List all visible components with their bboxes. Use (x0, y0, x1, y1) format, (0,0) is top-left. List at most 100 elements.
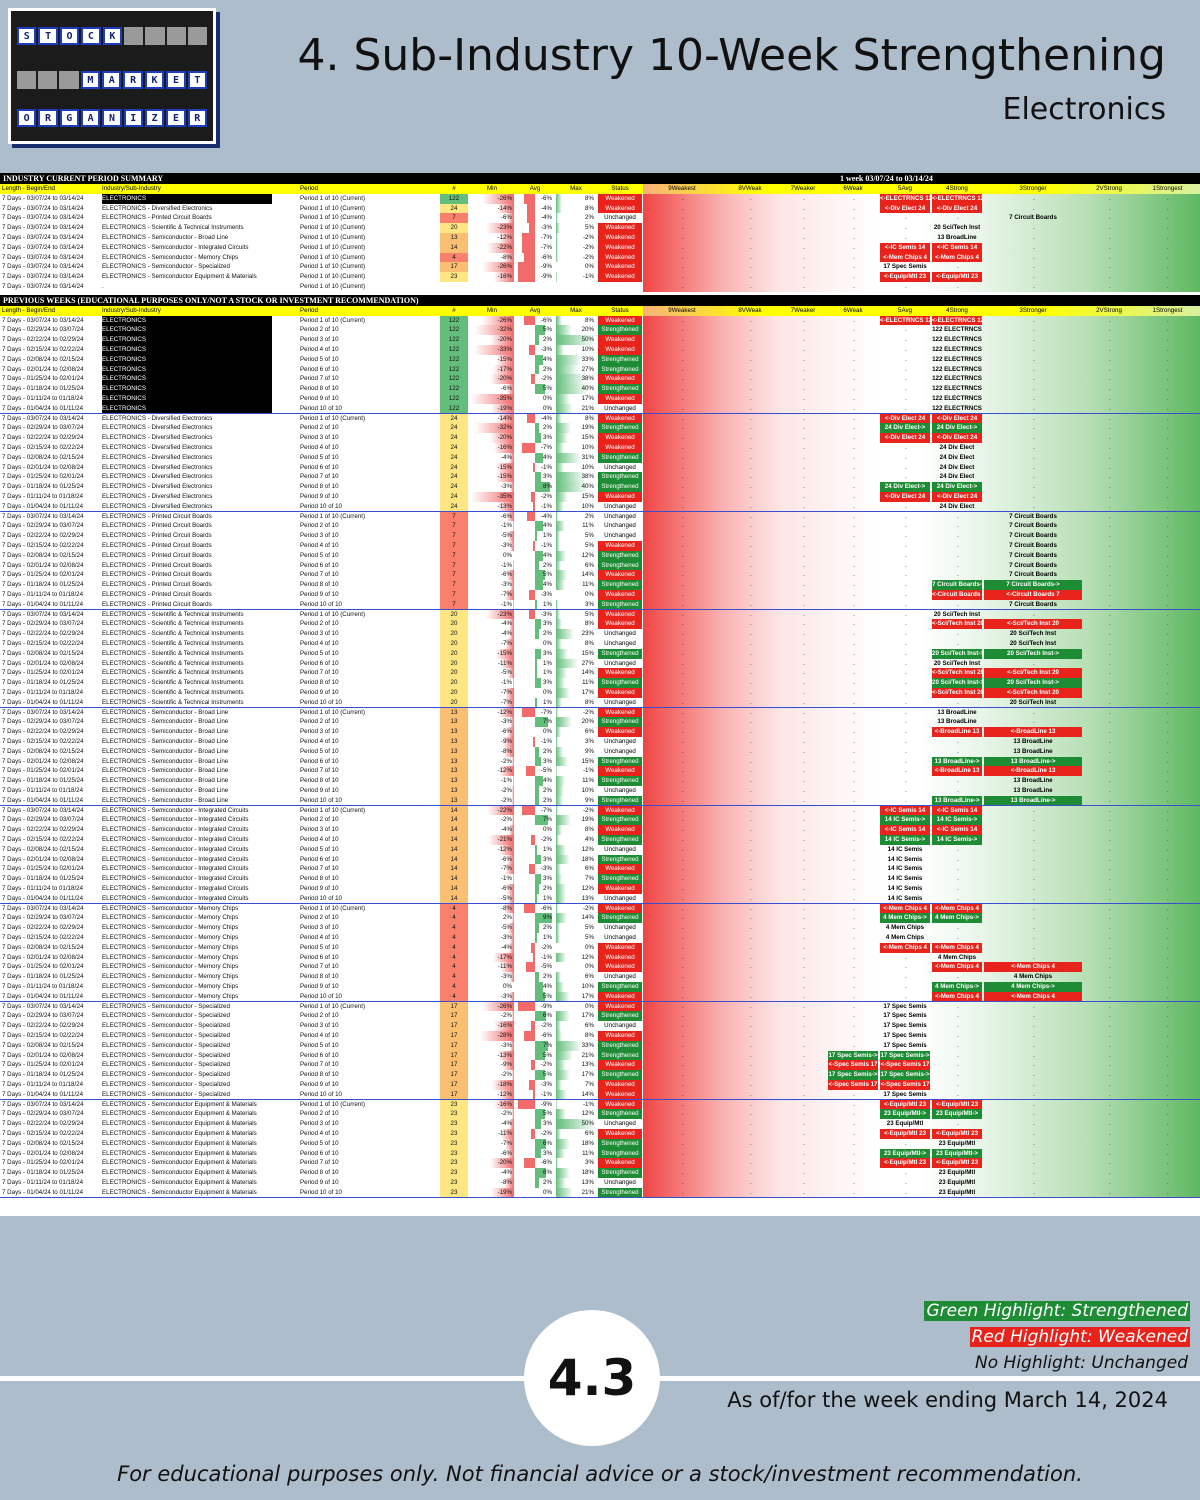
dot: . (853, 493, 855, 500)
dot: . (853, 747, 855, 755)
dot: . (750, 718, 752, 726)
min-value: -4% (500, 943, 512, 951)
dot: . (1109, 649, 1111, 657)
dot: . (1167, 777, 1169, 785)
count-value: 122 (448, 326, 460, 334)
count-value: 122 (448, 194, 460, 202)
min-value: -1% (500, 875, 512, 883)
dot: . (750, 273, 752, 281)
min-bar (506, 1148, 514, 1159)
avg-bar (523, 193, 535, 204)
min-bar (499, 233, 514, 243)
heat-gradient (643, 550, 1200, 561)
max-bar (556, 272, 557, 282)
industry-cell: . (102, 283, 104, 290)
dot: . (1109, 336, 1111, 344)
period-cell: Period 7 of 10 (300, 669, 339, 677)
max-value: 33% (581, 1041, 594, 1049)
count-value: 24 (450, 483, 458, 491)
min-value: -13% (497, 502, 512, 510)
count-cell (440, 629, 468, 639)
dot: . (905, 767, 907, 775)
max-bar (556, 1119, 596, 1129)
max-value: 5% (585, 532, 594, 540)
page-title: 4. Sub-Industry 10-Week Strengthening (297, 30, 1166, 81)
heat-gradient (643, 923, 1200, 933)
min-bar (493, 952, 514, 963)
count-value: 14 (450, 243, 458, 251)
dot: . (682, 992, 684, 1000)
dot: . (1167, 787, 1169, 794)
rank-label: 13 BroadLine (937, 708, 977, 716)
dot: . (750, 1061, 752, 1069)
min-bar (479, 1031, 514, 1041)
rank-label: 23 Equip/Mtl-> (932, 1148, 982, 1159)
dot: . (1109, 204, 1111, 212)
dot: . (957, 1032, 959, 1039)
avg-value: -2% (540, 1022, 552, 1030)
column-header: Avg (529, 306, 541, 314)
min-value: -7% (500, 591, 512, 598)
rank-label: <-Sci/Tech Inst 20 (932, 619, 982, 630)
max-value: 0% (585, 943, 594, 951)
dot: . (1033, 434, 1035, 442)
max-bar (556, 1158, 559, 1169)
rank-label: <-Equip/Mtl 23 (880, 1129, 930, 1139)
dot: . (1167, 728, 1169, 736)
heat-gradient (643, 384, 1200, 394)
avg-bar (527, 203, 535, 214)
dot: . (803, 365, 805, 373)
dot: . (853, 385, 855, 393)
avg-bar (535, 884, 539, 894)
dot: . (750, 963, 752, 971)
length-cell: 7 Days - 03/07/24 to 03/14/24 (2, 204, 84, 212)
dot: . (905, 698, 907, 706)
group-divider (0, 1098, 1200, 1100)
avg-bar (535, 854, 541, 865)
dot: . (1033, 845, 1035, 853)
period-cell: Period 7 of 10 (300, 1159, 339, 1167)
length-cell: 7 Days - 02/29/24 to 03/07/24 (2, 620, 84, 628)
count-value: 4 (452, 934, 456, 941)
dot: . (853, 649, 855, 657)
dot: . (803, 355, 805, 363)
industry-cell: ELECTRONICS - Printed Circuit Boards (102, 551, 212, 559)
dot: . (803, 973, 805, 981)
length-cell: 7 Days - 03/07/24 to 03/14/24 (2, 512, 84, 520)
rank-label: 7 Circuit Boards (1009, 571, 1057, 579)
avg-value: 2% (543, 1179, 552, 1186)
dot: . (803, 532, 805, 540)
period-cell: Period 7 of 10 (300, 473, 339, 481)
dot: . (682, 973, 684, 981)
history-row: .........7 Days - 01/11/24 to 01/18/24EL… (0, 982, 1200, 992)
dot: . (750, 365, 752, 373)
rank-label: 17 Spec Semis (883, 1022, 927, 1030)
rank-label: 122 ELECTRNCS (932, 385, 982, 393)
min-bar (500, 962, 514, 973)
avg-value: 5% (543, 1110, 552, 1118)
avg-value: -4% (540, 204, 552, 212)
count-cell (440, 345, 468, 355)
length-cell: 7 Days - 01/11/24 to 01/18/24 (2, 1179, 84, 1186)
avg-value: 6% (543, 1139, 552, 1147)
dot: . (957, 1081, 959, 1088)
count-value: 7 (452, 214, 456, 222)
length-cell: 7 Days - 03/07/24 to 03/14/24 (2, 806, 84, 814)
status-badge: Unchanged (604, 894, 636, 902)
min-value: -21% (497, 836, 512, 843)
dot: . (905, 365, 907, 373)
dot: . (1033, 204, 1035, 212)
avg-bar (523, 1158, 535, 1169)
industry-cell: ELECTRONICS (102, 403, 272, 414)
industry-cell: ELECTRONICS - Printed Circuit Boards (102, 512, 212, 520)
dot: . (957, 973, 959, 981)
dot: . (1109, 463, 1111, 471)
dot: . (1033, 1169, 1035, 1177)
avg-bar (533, 462, 535, 473)
avg-bar (529, 590, 535, 600)
max-value: 3% (585, 600, 594, 608)
avg-bar (529, 864, 535, 875)
